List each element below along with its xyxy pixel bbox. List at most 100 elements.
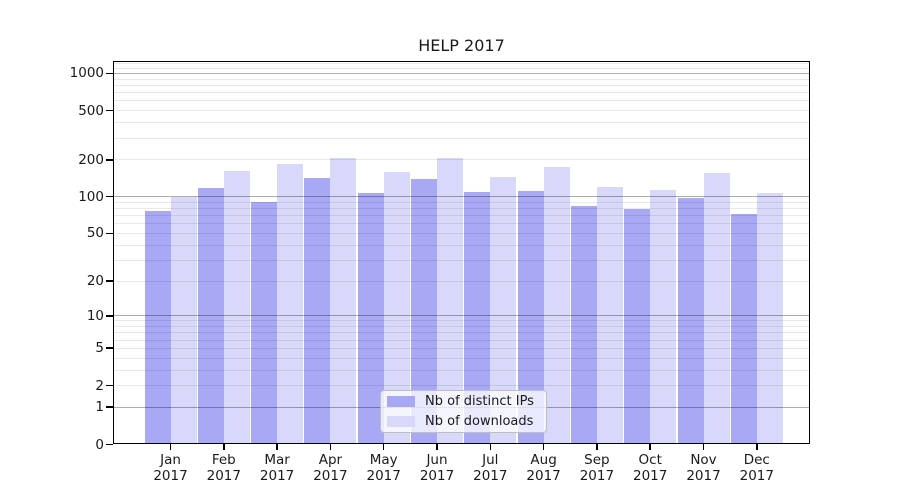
y-tick-label: 0 bbox=[95, 436, 104, 453]
x-tick-label: Jun 2017 bbox=[419, 452, 455, 484]
y-axis-tick bbox=[106, 406, 113, 409]
x-axis-tick bbox=[382, 444, 385, 450]
minor-gridline bbox=[114, 159, 809, 161]
minor-gridline bbox=[114, 259, 809, 261]
legend-swatch-ips bbox=[387, 396, 415, 407]
x-tick-label: Aug 2017 bbox=[526, 452, 561, 484]
x-tick-label: Feb 2017 bbox=[206, 452, 241, 484]
bar-ips-sep bbox=[570, 205, 597, 444]
bar-downloads-oct bbox=[650, 189, 677, 444]
bar-downloads-mar bbox=[277, 164, 304, 444]
y-axis-tick bbox=[106, 158, 113, 161]
minor-gridline bbox=[114, 326, 809, 327]
y-tick-label: 10 bbox=[86, 307, 104, 324]
legend-item-distinct-ips: Nb of distinct IPs bbox=[387, 393, 540, 410]
bar-downloads-feb bbox=[223, 170, 250, 444]
minor-gridline bbox=[114, 320, 809, 322]
minor-gridline bbox=[114, 347, 809, 349]
bar-downloads-dec bbox=[756, 193, 783, 444]
x-tick-label: Jan 2017 bbox=[153, 452, 188, 484]
x-axis-tick bbox=[436, 444, 438, 450]
bar-downloads-jan bbox=[170, 196, 197, 444]
minor-gridline bbox=[114, 332, 809, 334]
x-tick-label: Jul 2017 bbox=[473, 452, 508, 484]
y-axis-tick bbox=[106, 443, 113, 446]
x-tick-label: Oct 2017 bbox=[633, 452, 668, 484]
x-axis-tick bbox=[223, 444, 225, 450]
y-axis-tick bbox=[106, 72, 113, 75]
x-tick-label: May 2017 bbox=[366, 452, 401, 484]
minor-gridline bbox=[114, 110, 809, 112]
minor-gridline bbox=[114, 280, 809, 282]
y-tick-label: 100 bbox=[78, 188, 104, 205]
minor-gridline bbox=[114, 357, 809, 359]
y-tick-label: 2 bbox=[95, 377, 104, 394]
y-axis-tick bbox=[106, 347, 113, 350]
x-axis-tick bbox=[276, 444, 278, 450]
bar-downloads-nov bbox=[703, 172, 730, 444]
legend-label-ips: Nb of distinct IPs bbox=[425, 394, 534, 409]
minor-gridline bbox=[114, 339, 809, 341]
minor-gridline bbox=[114, 84, 809, 86]
major-gridline bbox=[114, 195, 809, 198]
y-axis-tick bbox=[106, 314, 113, 317]
y-tick-label: 500 bbox=[78, 102, 104, 119]
bar-ips-apr bbox=[304, 178, 331, 444]
x-tick-label: Apr 2017 bbox=[313, 452, 348, 484]
x-axis-tick bbox=[489, 444, 492, 450]
x-tick-label: Mar 2017 bbox=[259, 452, 295, 484]
minor-gridline bbox=[114, 232, 809, 234]
minor-gridline bbox=[114, 78, 809, 80]
minor-gridline bbox=[114, 208, 809, 210]
y-axis-tick bbox=[106, 280, 113, 282]
minor-gridline bbox=[114, 244, 809, 246]
major-gridline bbox=[114, 315, 809, 317]
x-tick-label: Nov 2017 bbox=[686, 452, 721, 484]
bar-downloads-aug bbox=[543, 166, 570, 444]
minor-gridline bbox=[114, 385, 809, 386]
bar-ips-dec bbox=[730, 214, 757, 444]
x-axis-tick bbox=[702, 444, 705, 450]
y-tick-label: 5 bbox=[95, 340, 104, 357]
bar-ips-feb bbox=[197, 188, 224, 444]
x-axis-tick bbox=[756, 444, 758, 450]
minor-gridline bbox=[114, 63, 809, 65]
x-tick-label: Sep 2017 bbox=[579, 452, 615, 484]
bar-downloads-apr bbox=[330, 157, 357, 444]
y-axis-tick bbox=[106, 232, 113, 235]
x-axis-tick bbox=[596, 444, 598, 450]
legend-swatch-downloads bbox=[387, 416, 415, 427]
y-tick-label: 200 bbox=[78, 151, 104, 168]
y-tick-label: 1 bbox=[95, 399, 104, 416]
minor-gridline bbox=[114, 215, 809, 217]
y-axis-tick bbox=[106, 384, 113, 387]
bar-ips-nov bbox=[677, 197, 704, 444]
bar-ips-may bbox=[357, 192, 384, 444]
x-tick-label: Dec 2017 bbox=[739, 452, 774, 484]
bar-ips-jan bbox=[144, 211, 171, 444]
legend-label-downloads: Nb of downloads bbox=[425, 414, 534, 429]
bar-ips-mar bbox=[251, 201, 278, 444]
x-axis-tick bbox=[169, 444, 172, 450]
minor-gridline bbox=[114, 201, 809, 203]
minor-gridline bbox=[114, 369, 809, 371]
bar-downloads-sep bbox=[596, 186, 623, 444]
y-axis-tick bbox=[106, 195, 113, 198]
y-tick-label: 50 bbox=[86, 225, 104, 242]
chart-title: HELP 2017 bbox=[418, 36, 505, 55]
minor-gridline bbox=[114, 122, 809, 124]
x-axis-tick bbox=[649, 444, 651, 450]
y-axis-tick bbox=[106, 109, 113, 112]
minor-gridline bbox=[114, 100, 809, 102]
y-tick-label: 1000 bbox=[69, 65, 104, 82]
x-axis-tick bbox=[542, 444, 545, 450]
legend: Nb of distinct IPs Nb of downloads bbox=[380, 390, 547, 433]
minor-gridline bbox=[114, 92, 809, 94]
y-tick-label: 20 bbox=[86, 273, 104, 289]
minor-gridline bbox=[114, 223, 809, 225]
x-axis-tick bbox=[329, 444, 332, 450]
legend-item-downloads: Nb of downloads bbox=[387, 413, 540, 430]
